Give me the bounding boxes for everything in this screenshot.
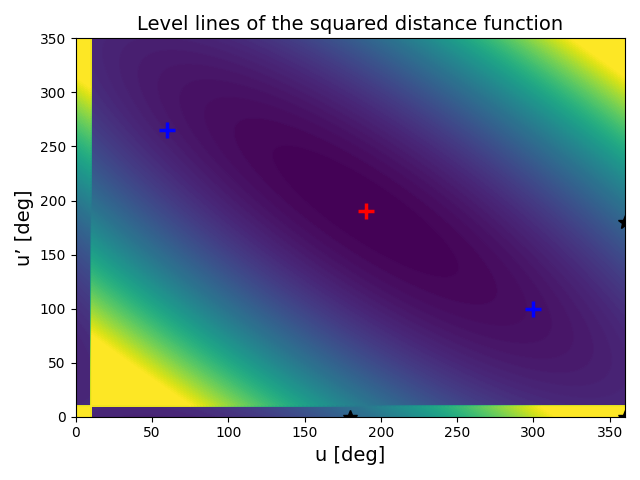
Title: Level lines of the squared distance function: Level lines of the squared distance func… [137, 15, 563, 34]
Y-axis label: u’ [deg]: u’ [deg] [15, 189, 34, 266]
X-axis label: u [deg]: u [deg] [316, 446, 385, 465]
